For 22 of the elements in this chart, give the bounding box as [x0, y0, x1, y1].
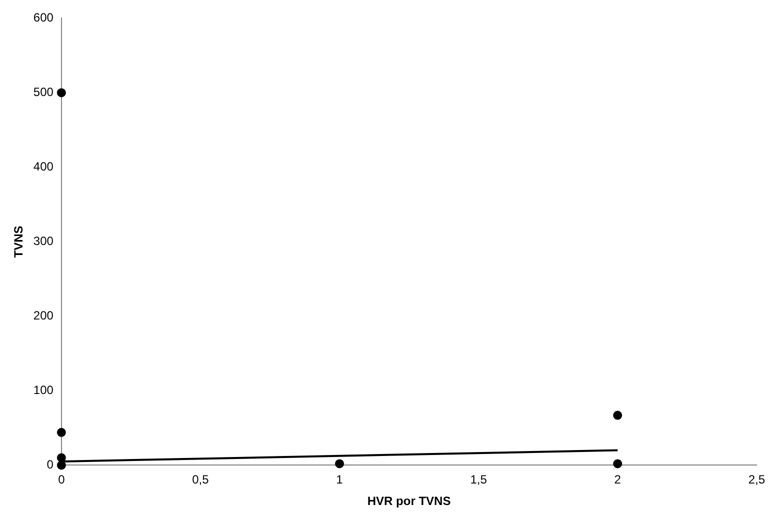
- x-tick-label: 2,5: [748, 472, 766, 487]
- x-tick-label: 1: [336, 472, 344, 487]
- point: [56, 460, 66, 470]
- y-tick-label: 100: [33, 383, 54, 398]
- y-tick-label: 400: [33, 160, 54, 174]
- x-tick-label: 1,5: [470, 472, 488, 487]
- y-tick-label: 0: [46, 458, 54, 472]
- y-tick-label: 600: [33, 10, 54, 25]
- point: [56, 88, 66, 98]
- point: [613, 410, 622, 420]
- y-tick-label: 300: [33, 234, 54, 248]
- point: [56, 453, 66, 462]
- y-axis-title: TVNS: [12, 226, 26, 258]
- y-tick-label: 200: [33, 308, 54, 323]
- x-axis-title: HVR por TVNS: [367, 494, 451, 508]
- x-tick-label: 0: [58, 472, 66, 487]
- point: [613, 459, 622, 468]
- x-tick-label: 2: [614, 472, 622, 487]
- point: [335, 459, 344, 468]
- point: [56, 428, 66, 437]
- y-tick-label: 500: [33, 85, 54, 100]
- x-tick-label: 0,5: [192, 472, 210, 487]
